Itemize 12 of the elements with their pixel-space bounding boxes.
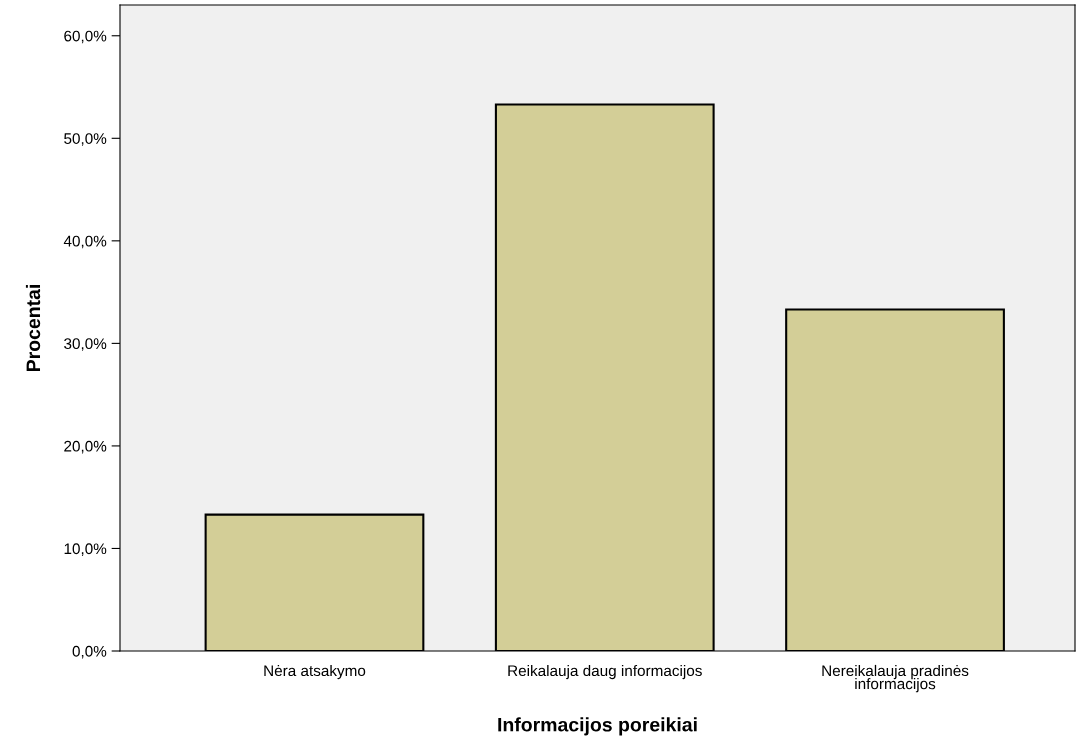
y-tick-label: 50,0% [64,133,107,146]
y-tick-label: 0,0% [72,645,107,659]
y-tick-label: 30,0% [64,338,107,351]
x-axis-title: Informacijos poreikiai [498,717,697,736]
y-tick-label: 10,0% [64,543,107,556]
x-tick-label: Nereikalauja pradinės informacijos [822,664,969,693]
y-tick-label: 20,0% [64,440,107,454]
y-tick-label: 60,0% [64,30,107,44]
x-tick-label: Nėra atsakymo [264,664,366,680]
y-axis-title: Procentai [25,285,41,371]
x-tick-label: Reikalauja daug informacijos [508,664,702,680]
y-tick-label: 40,0% [63,235,107,249]
